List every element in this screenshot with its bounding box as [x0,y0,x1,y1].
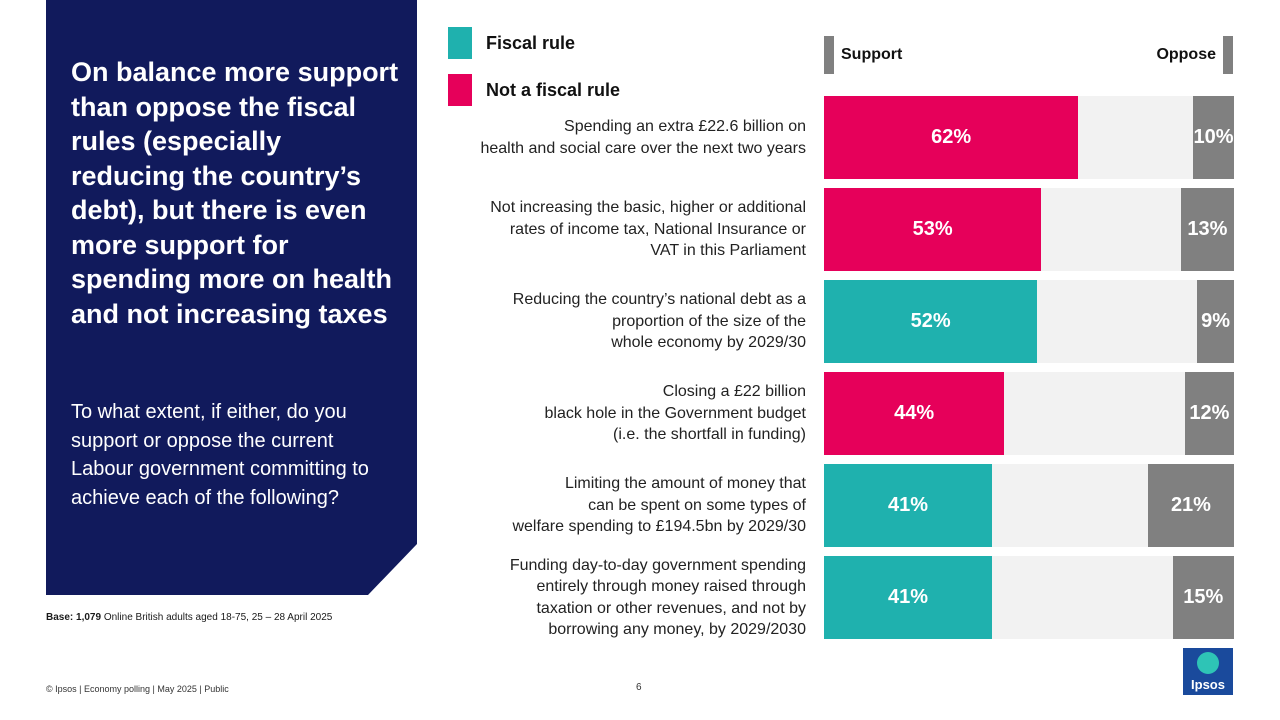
oppose-bar: 12% [1184,372,1234,455]
oppose-header: Oppose [1156,36,1233,74]
base-description: Online British adults aged 18-75, 25 – 2… [103,612,333,623]
category-label-line: Funding day-to-day government spending [509,556,806,574]
category-label-line: rates of income tax, National Insurance … [509,220,806,238]
category-label-line: whole economy by 2029/30 [611,334,806,352]
legend-fiscal-rule-swatch [448,27,472,59]
oppose-bar: 21% [1147,464,1234,547]
oppose-value-label: 13% [1187,218,1228,240]
logo-text: Ipsos [1191,677,1225,692]
category-label-line: health and social care over the next two… [480,139,806,157]
category-label-line: borrowing any money, by 2029/2030 [548,621,806,638]
category-label: Limiting the amount of money that can be … [426,464,806,547]
legend-not-fiscal-rule-swatch [448,74,472,106]
category-label: Funding day-to-day government spending en… [426,556,806,639]
bar-track: 62% 10% [824,96,1234,179]
support-bar: 41% [824,556,993,639]
category-label-line: Reducing the country’s national debt as … [512,291,806,309]
legend-not-fiscal-rule-label: Not a fiscal rule [486,79,621,100]
support-marker [824,36,834,74]
support-value-label: 44% [894,402,935,424]
bar-track: 52% 9% [824,280,1234,363]
oppose-header-label: Oppose [1156,46,1216,63]
category-label-line: welfare spending to £194.5bn by 2029/30 [512,518,806,536]
support-bar: 41% [824,464,993,547]
page-number: 6 [636,682,642,693]
category-label-line: black hole in the Government budget [544,404,807,422]
category-label-line: Limiting the amount of money that [564,475,806,493]
support-header: Support [824,36,902,74]
oppose-value-label: 15% [1183,586,1224,608]
category-label-line: proportion of the size of the [612,312,806,330]
headline-panel [46,0,417,595]
category-label-line: Closing a £22 billion [662,383,806,401]
support-value-label: 41% [888,586,929,608]
category-label-line: can be spent on some types of [588,496,806,514]
legend-fiscal-rule-label: Fiscal rule [486,32,576,53]
oppose-value-label: 21% [1170,494,1211,516]
base-count: 1,079 [76,612,102,623]
logo-mark-icon [1197,652,1219,674]
oppose-bar: 15% [1172,556,1234,639]
footer: © Ipsos | Economy polling | May 2025 | P… [46,684,229,694]
bar-track: 41% 21% [824,464,1234,547]
oppose-value-label: 9% [1201,310,1230,332]
support-bar: 44% [824,372,1005,455]
category-label: Not increasing the basic, higher or addi… [426,188,806,271]
support-value-label: 62% [931,126,972,148]
category-label-line: VAT in this Parliament [650,242,806,260]
support-bar: 52% [824,280,1038,363]
legend-not-fiscal-rule: Not a fiscal rule [448,74,620,106]
oppose-bar: 10% [1193,96,1234,179]
category-label-line: entirely through money raised through [536,578,807,595]
category-label-line: taxation or other revenues, and not by [536,599,806,617]
support-value-label: 41% [888,494,929,516]
bar-track: 53% 13% [824,188,1234,271]
support-value-label: 52% [910,310,951,332]
category-label: Spending an extra £22.6 billion on health… [426,96,806,179]
oppose-value-label: 12% [1189,402,1230,424]
oppose-bar: 9% [1197,280,1234,363]
category-label: Closing a £22 billion black hole in the G… [426,372,807,455]
support-header-label: Support [841,46,903,63]
category-label-line: Spending an extra £22.6 billion on [564,118,806,135]
ipsos-logo: Ipsos [1183,648,1233,695]
support-value-label: 53% [912,218,953,240]
support-bar: 53% [824,188,1042,271]
oppose-marker [1223,36,1233,74]
oppose-value-label: 10% [1193,126,1234,148]
base-note: Base: 1,079 Online British adults aged 1… [46,612,332,623]
support-bar: 62% [824,96,1079,179]
bar-track: 44% 12% [824,372,1234,455]
legend-fiscal-rule: Fiscal rule [448,27,575,59]
question-text: To what extent, if either, do you suppor… [71,401,369,509]
category-label-line: Not increasing the basic, higher or addi… [490,199,806,217]
category-label: Reducing the country’s national debt as … [426,280,806,363]
category-label-line: (i.e. the shortfall in funding) [613,426,806,444]
headline: On balance more support than oppose the … [71,57,399,329]
bar-track: 41% 15% [824,556,1234,639]
base-label: Base: [46,612,74,623]
oppose-bar: 13% [1180,188,1234,271]
